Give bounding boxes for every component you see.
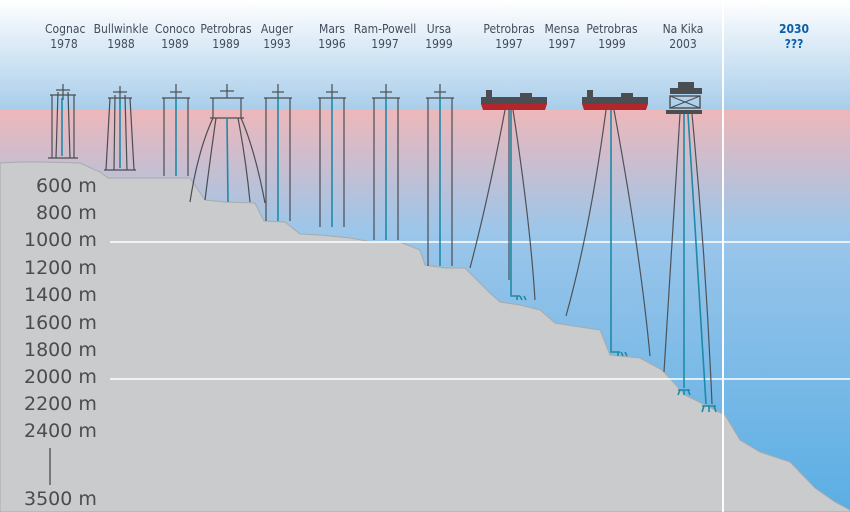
platform-year: 1997 <box>495 37 523 51</box>
platform-name: Conoco <box>154 22 196 36</box>
future-column-divider <box>722 0 724 512</box>
platform-name: Petrobras <box>483 22 535 36</box>
platform-name: Na Kika <box>662 22 704 36</box>
depth-label-1000: 1000 m <box>24 229 97 251</box>
platform-year: 1978 <box>50 37 78 51</box>
platform-label-auger: Auger 1993 <box>256 22 298 52</box>
depth-label-3500: 3500 m <box>24 488 97 510</box>
depth-label-1200: 1200 m <box>24 257 97 279</box>
depth-label-600: 600 m <box>36 175 97 197</box>
platform-name: Mars <box>319 22 345 36</box>
platform-name: Petrobras <box>200 22 252 36</box>
platform-petrobras-1997-fpso <box>469 90 547 301</box>
platform-label-mars: Mars 1996 <box>313 22 351 52</box>
depth-label-1400: 1400 m <box>24 284 97 306</box>
platform-name: Mensa <box>544 22 580 36</box>
platform-name: Cognac <box>45 22 86 36</box>
platform-name: Auger <box>260 22 294 36</box>
seabed <box>0 161 850 512</box>
platform-label-ram-powell: Ram-Powell 1997 <box>353 22 417 52</box>
platform-ursa <box>426 84 454 266</box>
header-band <box>0 0 850 110</box>
depth-gridlines <box>110 241 850 380</box>
platform-label-petrobras-1997: Petrobras 1997 <box>481 22 537 52</box>
platform-year: ??? <box>784 37 804 51</box>
depth-label-1800: 1800 m <box>24 339 97 361</box>
platform-name: Petrobras <box>586 22 638 36</box>
platform-label-bullwinkle: Bullwinkle 1988 <box>92 22 150 52</box>
platform-label-petrobras-1989: Petrobras 1989 <box>199 22 253 52</box>
platform-conoco <box>162 84 190 176</box>
platform-na-kika <box>663 82 717 413</box>
platform-petrobras-1989 <box>189 84 266 204</box>
platform-year: 1989 <box>212 37 240 51</box>
platform-year: 2003 <box>669 37 697 51</box>
platform-year: 1999 <box>425 37 453 51</box>
platform-label-petrobras-1999: Petrobras 1999 <box>584 22 640 52</box>
platform-bullwinkle <box>104 86 136 171</box>
platform-petrobras-1999-fpso <box>565 90 651 357</box>
platform-name: Ram-Powell <box>353 22 417 36</box>
platform-cognac <box>48 84 78 159</box>
platform-label-mensa: Mensa 1997 <box>541 22 583 52</box>
depth-label-2400: 2400 m <box>24 420 97 442</box>
platform-year: 1988 <box>107 37 135 51</box>
depth-label-2200: 2200 m <box>24 393 97 415</box>
platform-year: 1997 <box>371 37 399 51</box>
platform-year: 1996 <box>318 37 346 51</box>
platform-year: 1997 <box>548 37 576 51</box>
platform-auger <box>264 84 292 221</box>
depth-label-1600: 1600 m <box>24 312 97 334</box>
platform-name: 2030 <box>778 22 810 36</box>
platform-name: Bullwinkle <box>93 22 149 36</box>
platform-label-cognac: Cognac 1978 <box>45 22 86 52</box>
platform-label-na-kika: Na Kika 2003 <box>657 22 709 52</box>
platform-year: 1993 <box>263 37 291 51</box>
platform-label-ursa: Ursa 1999 <box>420 22 458 52</box>
depth-label-800: 800 m <box>36 202 97 224</box>
platform-ram-powell <box>372 84 400 240</box>
platform-name: Ursa <box>426 22 452 36</box>
platform-year: 1999 <box>598 37 626 51</box>
platform-year: 1989 <box>161 37 189 51</box>
platform-label-conoco: Conoco 1989 <box>153 22 197 52</box>
platform-mars <box>318 84 346 227</box>
platform-label-2030: 2030 ??? <box>774 22 814 52</box>
depth-label-2000: 2000 m <box>24 366 97 388</box>
